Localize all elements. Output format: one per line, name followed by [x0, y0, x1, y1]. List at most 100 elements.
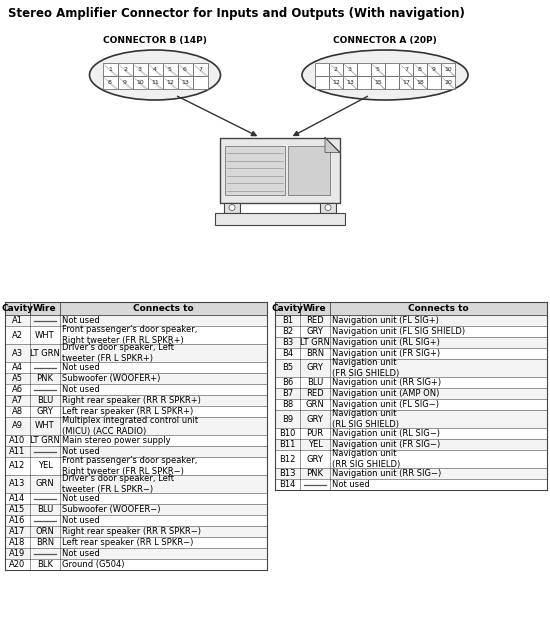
- Bar: [399, 63, 413, 76]
- Text: (FR SIG SHIELD): (FR SIG SHIELD): [332, 369, 399, 378]
- Bar: [5, 493, 267, 504]
- Text: Wire: Wire: [33, 304, 57, 313]
- Bar: [162, 63, 178, 76]
- Text: GRY: GRY: [36, 407, 53, 416]
- Text: Not used: Not used: [62, 385, 100, 394]
- Text: Driver’s door speaker, Left: Driver’s door speaker, Left: [62, 344, 174, 353]
- Bar: [133, 76, 147, 89]
- Bar: [427, 63, 441, 76]
- Text: B10: B10: [279, 429, 296, 438]
- Text: 18: 18: [416, 80, 424, 85]
- Text: 10: 10: [136, 80, 144, 85]
- Bar: [225, 145, 285, 195]
- Bar: [357, 63, 371, 76]
- Text: Cavity: Cavity: [2, 304, 34, 313]
- Bar: [102, 63, 118, 76]
- Text: BLU: BLU: [307, 378, 323, 387]
- Text: A14: A14: [9, 494, 26, 503]
- Text: 12: 12: [332, 80, 340, 85]
- Text: 7: 7: [404, 67, 408, 72]
- Text: PNK: PNK: [306, 469, 323, 478]
- Text: 11: 11: [151, 80, 159, 85]
- Text: Navigation unit (FL SIG−): Navigation unit (FL SIG−): [332, 400, 439, 409]
- Text: Right rear speaker (RR R SPKR+): Right rear speaker (RR R SPKR+): [62, 396, 201, 405]
- Text: Left rear speaker (RR L SPKR−): Left rear speaker (RR L SPKR−): [62, 538, 194, 547]
- Bar: [5, 515, 267, 526]
- Bar: [343, 76, 357, 89]
- Text: A19: A19: [9, 549, 26, 558]
- Bar: [329, 63, 343, 76]
- Text: BLU: BLU: [37, 396, 53, 405]
- Text: GRY: GRY: [306, 454, 323, 463]
- Text: CONNECTOR B (14P): CONNECTOR B (14P): [103, 36, 207, 45]
- Text: (RL SIG SHIELD): (RL SIG SHIELD): [332, 420, 399, 429]
- Text: A12: A12: [9, 461, 26, 470]
- Text: BLK: BLK: [37, 560, 53, 569]
- Text: A18: A18: [9, 538, 26, 547]
- Text: A8: A8: [12, 407, 23, 416]
- Bar: [5, 526, 267, 537]
- Text: 10: 10: [444, 67, 452, 72]
- Bar: [5, 504, 267, 515]
- Text: Wire: Wire: [303, 304, 327, 313]
- Text: 8: 8: [418, 67, 422, 72]
- Text: Not used: Not used: [62, 316, 100, 325]
- Bar: [5, 559, 267, 570]
- Text: BLU: BLU: [37, 505, 53, 514]
- Text: Navigation unit (FL SIG+): Navigation unit (FL SIG+): [332, 316, 439, 325]
- Bar: [5, 395, 267, 406]
- Text: B2: B2: [282, 327, 293, 336]
- Text: 13: 13: [181, 80, 189, 85]
- Text: A1: A1: [12, 316, 23, 325]
- Bar: [275, 399, 547, 410]
- Bar: [178, 63, 192, 76]
- Text: Cavity: Cavity: [272, 304, 304, 313]
- Text: 1: 1: [108, 67, 112, 72]
- Polygon shape: [325, 138, 340, 152]
- Bar: [329, 76, 343, 89]
- Bar: [275, 410, 547, 428]
- Text: 3: 3: [138, 67, 142, 72]
- Text: 2: 2: [334, 67, 338, 72]
- Text: Stereo Amplifier Connector for Inputs and Outputs (With navigation): Stereo Amplifier Connector for Inputs an…: [8, 7, 465, 20]
- Text: B11: B11: [279, 440, 296, 449]
- Bar: [5, 315, 267, 326]
- Text: 5: 5: [376, 67, 380, 72]
- Bar: [5, 417, 267, 435]
- Text: 12: 12: [166, 80, 174, 85]
- Text: B1: B1: [282, 316, 293, 325]
- Text: 8: 8: [108, 80, 112, 85]
- Text: 6: 6: [183, 67, 187, 72]
- Text: GRN: GRN: [36, 479, 54, 488]
- Text: Navigation unit: Navigation unit: [332, 410, 397, 419]
- Text: A11: A11: [9, 447, 26, 456]
- Bar: [315, 63, 329, 76]
- Text: 3: 3: [348, 67, 352, 72]
- Text: GRN: GRN: [306, 400, 324, 409]
- Text: BRN: BRN: [306, 349, 324, 358]
- Text: Main stereo power supply: Main stereo power supply: [62, 436, 170, 445]
- Text: PNK: PNK: [36, 374, 53, 383]
- Text: Multiplex integrated control unit: Multiplex integrated control unit: [62, 417, 198, 426]
- Text: Navigation unit (FR SIG−): Navigation unit (FR SIG−): [332, 440, 440, 449]
- Circle shape: [229, 205, 235, 211]
- Text: Navigation unit (FL SIG SHIELD): Navigation unit (FL SIG SHIELD): [332, 327, 465, 336]
- Bar: [118, 63, 133, 76]
- Bar: [5, 537, 267, 548]
- Text: (RR SIG SHIELD): (RR SIG SHIELD): [332, 460, 400, 468]
- Text: RED: RED: [306, 389, 324, 398]
- Bar: [275, 315, 547, 326]
- Text: A7: A7: [12, 396, 23, 405]
- Bar: [399, 76, 413, 89]
- Bar: [275, 468, 547, 479]
- Text: ORN: ORN: [36, 527, 54, 536]
- Bar: [102, 76, 118, 89]
- Bar: [147, 76, 162, 89]
- Text: BRN: BRN: [36, 538, 54, 547]
- Text: 20: 20: [444, 80, 452, 85]
- Text: Not used: Not used: [62, 447, 100, 456]
- Text: Not used: Not used: [62, 494, 100, 503]
- Text: YEL: YEL: [37, 461, 52, 470]
- Text: Navigation unit (RR SIG+): Navigation unit (RR SIG+): [332, 378, 441, 387]
- Text: Not used: Not used: [62, 363, 100, 372]
